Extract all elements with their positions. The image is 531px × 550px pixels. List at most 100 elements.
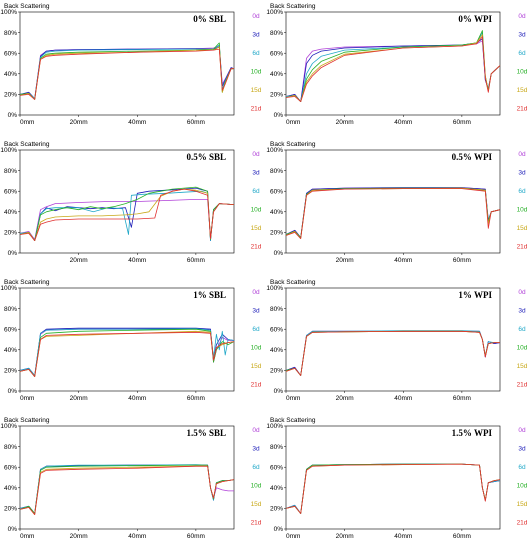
y-tick-label: 100% [0, 147, 17, 154]
panel-0pct-sbl: Back Scattering 0% 20% 40% 60% 80% 100% 0mm 20mm… [0, 0, 265, 135]
panel-header: Back Scattering [270, 141, 316, 148]
plot-frame [19, 287, 235, 392]
legend-0d: 0d [252, 289, 260, 296]
y-tick-label: 100% [266, 9, 283, 16]
series-line-6d [19, 328, 235, 376]
y-tick-label: 80% [4, 444, 17, 451]
series-line-10d [285, 187, 501, 238]
panel-1pct-wpi: Back Scattering 0% 20% 40% 60% 80% 100% 0mm 20mm… [266, 276, 531, 411]
legend-10d: 10d [517, 207, 528, 214]
panel-title: 0% SBL [193, 14, 226, 24]
y-tick-label: 80% [4, 306, 17, 313]
legend-21d: 21d [251, 244, 262, 251]
series-line-15d [19, 465, 235, 515]
y-tick-label: 80% [270, 168, 283, 175]
y-tick-label: 20% [270, 506, 283, 513]
series-line-10d [285, 30, 501, 102]
panel-title: 1% WPI [458, 290, 492, 300]
series-line-6d [285, 330, 500, 376]
y-tick-label: 100% [266, 423, 283, 430]
series-line-10d [285, 463, 501, 514]
plot-frame [285, 287, 501, 392]
legend-15d: 15d [517, 363, 528, 370]
plot-frame [19, 11, 235, 116]
plot-frame [285, 149, 501, 254]
chart-svg: Back Scattering 0% 20% 40% 60% 80% 100% 0mm 20mm… [0, 279, 262, 402]
legend-6d: 6d [252, 464, 260, 471]
y-tick-label: 0% [8, 112, 18, 119]
y-tick-label: 40% [270, 71, 283, 78]
chart-svg: Back Scattering 0% 20% 40% 60% 80% 100% 0mm 20mm… [266, 279, 528, 402]
x-tick-label: 40mm [128, 395, 146, 402]
legend-3d: 3d [252, 308, 260, 315]
legend-0d: 0d [518, 289, 526, 296]
x-tick-label: 40mm [128, 257, 146, 264]
series-line-6d [19, 464, 235, 514]
x-tick-label: 40mm [394, 395, 412, 402]
x-tick-label: 40mm [394, 533, 412, 540]
y-tick-label: 20% [270, 368, 283, 375]
legend-6d: 6d [252, 188, 260, 195]
y-tick-label: 0% [8, 388, 18, 395]
series-line-21d [19, 331, 235, 377]
legend-15d: 15d [251, 501, 262, 508]
legend-6d: 6d [518, 188, 526, 195]
legend-15d: 15d [517, 501, 528, 508]
legend-0d: 0d [518, 13, 526, 20]
x-tick-label: 20mm [70, 395, 88, 402]
series-line-0d [285, 330, 501, 376]
legend-0d: 0d [252, 151, 260, 158]
legend-10d: 10d [251, 483, 262, 490]
y-tick-label: 100% [0, 9, 17, 16]
y-tick-label: 60% [270, 188, 283, 195]
y-tick-label: 60% [4, 188, 17, 195]
plot-frame [285, 425, 501, 530]
chart-svg: Back Scattering 0% 20% 40% 60% 80% 100% 0mm 20mm… [266, 3, 527, 126]
y-tick-label: 80% [4, 168, 17, 175]
plot-frame [19, 149, 235, 254]
series-line-3d [19, 464, 235, 514]
x-tick-label: 60mm [453, 119, 471, 126]
legend-21d: 21d [517, 244, 528, 251]
panel-0-5pct-wpi: Back Scattering 0% 20% 40% 60% 80% 100% 20mm 40m… [266, 138, 531, 273]
y-tick-label: 40% [270, 209, 283, 216]
series-line-6d [19, 190, 235, 241]
x-tick-label: 60mm [453, 395, 471, 402]
legend-21d: 21d [251, 520, 262, 527]
y-tick-label: 100% [266, 285, 283, 292]
y-tick-label: 100% [0, 423, 17, 430]
y-tick-label: 0% [274, 112, 284, 119]
series-line-6d [285, 32, 501, 102]
legend-3d: 3d [518, 32, 526, 39]
y-tick-label: 40% [270, 347, 283, 354]
y-tick-label: 20% [4, 92, 17, 99]
y-tick-label: 0% [8, 250, 18, 257]
x-tick-label: 20mm [336, 119, 354, 126]
series-line-21d [285, 330, 500, 376]
series-line-21d [19, 188, 235, 241]
panel-header: Back Scattering [270, 3, 316, 10]
x-tick-label: 60mm [453, 533, 471, 540]
legend-6d: 6d [518, 50, 526, 57]
legend-21d: 21d [251, 382, 262, 389]
panel-1pct-sbl: Back Scattering 0% 20% 40% 60% 80% 100% 0mm 20mm… [0, 276, 265, 411]
legend-15d: 15d [251, 225, 262, 232]
legend-10d: 10d [517, 345, 528, 352]
y-tick-label: 60% [270, 50, 283, 57]
y-tick-label: 40% [4, 209, 17, 216]
y-tick-label: 80% [270, 306, 283, 313]
panel-title: 0% WPI [458, 14, 492, 24]
x-tick-label: 60mm [187, 395, 205, 402]
legend-3d: 3d [518, 446, 526, 453]
chart-svg: Back Scattering 0% 20% 40% 60% 80% 100% 20mm 40m… [266, 141, 528, 264]
y-tick-label: 40% [4, 347, 17, 354]
x-tick-label: 0mm [20, 533, 34, 540]
legend-15d: 15d [251, 87, 262, 94]
panel-1-5pct-wpi: Back Scattering 0% 20% 40% 60% 80% 100% 0mm 20mm… [266, 414, 531, 549]
y-tick-label: 60% [270, 464, 283, 471]
plot-frame [285, 11, 501, 116]
panel-title: 0.5% SBL [186, 152, 226, 162]
series-line-0d [19, 199, 235, 240]
x-tick-label: 20mm [70, 119, 88, 126]
series-line-15d [285, 463, 501, 514]
